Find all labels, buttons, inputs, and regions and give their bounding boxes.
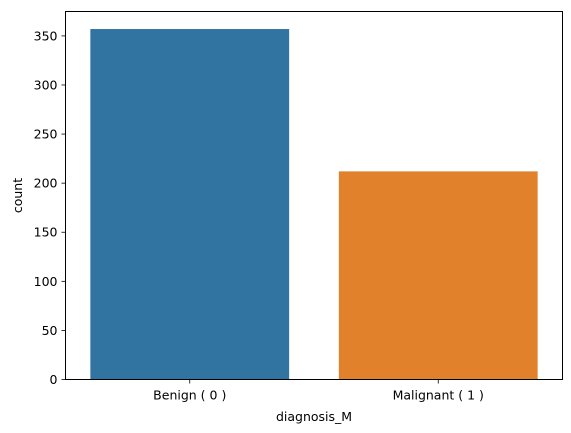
- bar-2: [338, 171, 538, 380]
- x-tick-label: Malignant ( 1 ): [393, 388, 484, 403]
- y-axis-label: count: [10, 178, 25, 213]
- y-tick-label: 150: [34, 225, 58, 240]
- plot-frame: [65, 11, 563, 380]
- bars: [90, 29, 538, 380]
- y-tick-label: 300: [34, 77, 58, 92]
- y-tick-label: 250: [34, 127, 58, 142]
- bar-1: [90, 29, 290, 380]
- x-axis-label: diagnosis_M: [276, 409, 352, 424]
- y-axis-ticks: 0 50 100 150 200 250 300 350: [34, 28, 66, 387]
- y-tick-label: 100: [34, 274, 58, 289]
- y-tick-label: 50: [42, 323, 58, 338]
- x-tick-label: Benign ( 0 ): [153, 388, 226, 403]
- y-tick-label: 200: [34, 176, 58, 191]
- y-tick-label: 0: [50, 372, 58, 387]
- x-axis-ticks: Benign ( 0 ) Malignant ( 1 ): [153, 379, 484, 403]
- y-tick-label: 350: [34, 28, 58, 43]
